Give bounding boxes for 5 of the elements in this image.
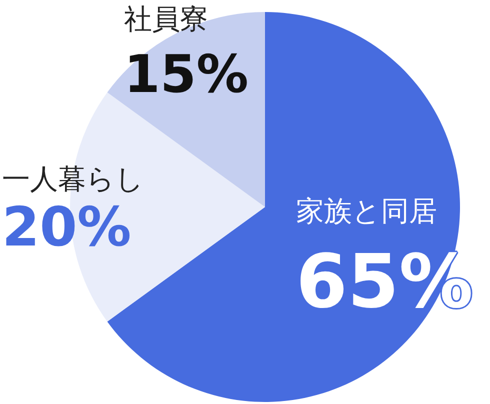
- slice-label: 社員寮: [124, 2, 208, 36]
- data-label: 20%: [2, 196, 132, 258]
- slice-label: 一人暮らし: [2, 162, 144, 196]
- data-label: 15%: [124, 45, 248, 105]
- slice-label: 家族と同居: [296, 194, 437, 228]
